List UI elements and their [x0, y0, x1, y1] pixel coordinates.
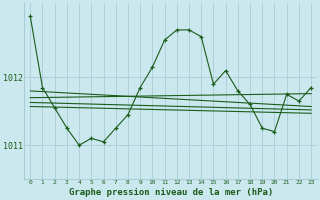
- X-axis label: Graphe pression niveau de la mer (hPa): Graphe pression niveau de la mer (hPa): [68, 188, 273, 197]
